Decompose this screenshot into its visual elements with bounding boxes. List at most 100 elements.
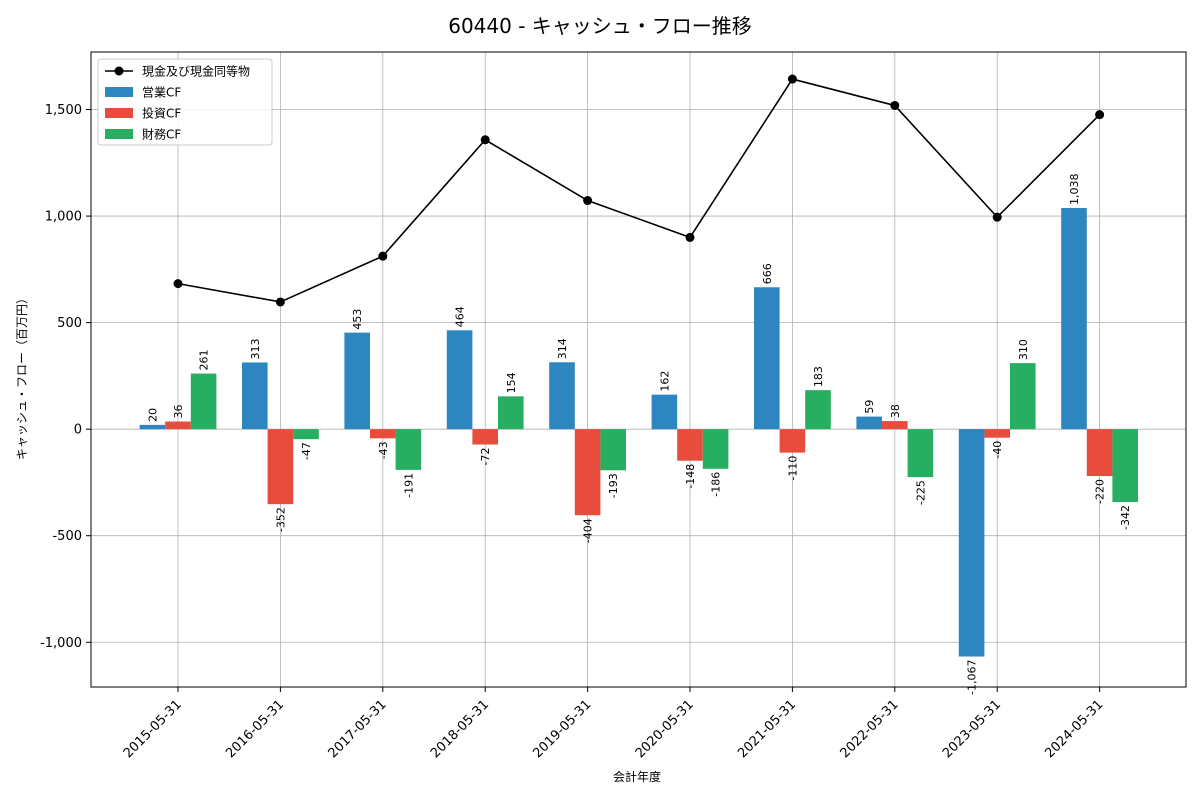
bar [882, 421, 908, 430]
bar-label: -40 [991, 441, 1004, 459]
y-tick-label: 1,000 [45, 210, 82, 225]
bar [370, 429, 396, 439]
bar-label: -220 [1094, 479, 1107, 504]
x-tick-label: 2018-05-31 [428, 697, 492, 761]
bar [293, 429, 319, 440]
cash-point [378, 251, 388, 261]
bar-labels-layer: 20 313 453 464 314 162 666 59 -1,067 1,038 36 -352 -… [146, 173, 1132, 695]
bar-label: 36 [172, 404, 185, 418]
x-axis-title: 会計年度 [613, 769, 661, 784]
legend-swatch [105, 87, 133, 97]
y-tick-label: -1,000 [40, 636, 82, 651]
bar [1061, 207, 1087, 430]
bar-label: -1,067 [966, 660, 979, 695]
legend-label: 投資CF [142, 106, 181, 121]
bar [395, 429, 422, 470]
bar-label: -72 [479, 448, 492, 466]
bar-label: 154 [505, 372, 518, 393]
y-tick-label: -500 [52, 529, 82, 544]
ticks-layer: -1,000 -500 0 500 1,000 1,500 2015-05-31 2016-0… [40, 103, 1106, 761]
cash-point [583, 196, 593, 206]
bar-label: -148 [684, 464, 697, 489]
cash-point [787, 74, 797, 84]
cash-point [173, 279, 183, 289]
legend-label: 現金及び現金同等物 [142, 64, 250, 79]
cash-point [480, 135, 490, 145]
legend-line-marker [114, 66, 124, 76]
bar-label: 314 [556, 338, 569, 359]
bar [574, 429, 601, 516]
x-tick-label: 2019-05-31 [530, 697, 594, 761]
bar [651, 394, 678, 430]
bars-layer [139, 207, 1138, 657]
bar-label: -110 [786, 456, 799, 481]
bar [754, 287, 780, 430]
bar [1112, 429, 1138, 503]
legend-swatch [105, 129, 133, 139]
bar [1086, 429, 1113, 477]
plot-frame [90, 51, 1187, 688]
bar [856, 416, 882, 430]
cash-line [177, 78, 1101, 303]
bar-label: -186 [710, 472, 723, 497]
bar [549, 362, 575, 430]
bar [958, 429, 985, 657]
bar-label: 38 [889, 404, 902, 418]
bar [702, 429, 729, 469]
bar [498, 396, 524, 430]
bar-label: -191 [402, 473, 415, 498]
bar [344, 332, 370, 430]
legend-label: 営業CF [142, 86, 181, 100]
x-tick-label: 2024-05-31 [1042, 697, 1106, 761]
x-tick-label: 2022-05-31 [838, 697, 902, 761]
cash-point [685, 232, 695, 242]
legend-label: 財務CF [142, 127, 181, 142]
bar-label: -193 [607, 473, 620, 498]
bar-label: 464 [454, 306, 467, 327]
chart-title: 60440 - キャッシュ・フロー推移 [448, 14, 752, 38]
bar [984, 429, 1010, 438]
bar-label: -352 [274, 507, 287, 532]
bar-label: -342 [1119, 505, 1132, 530]
x-tick-label: 2020-05-31 [633, 697, 697, 761]
bar [242, 362, 268, 430]
bar [677, 429, 703, 461]
x-tick-label: 2015-05-31 [121, 697, 185, 761]
bar [600, 429, 626, 471]
bar-label: 1,038 [1068, 173, 1081, 205]
cash-point [275, 297, 285, 307]
bar [805, 390, 831, 430]
bar-label: 310 [1017, 339, 1030, 360]
bar-label: 183 [812, 366, 825, 387]
bar [190, 373, 217, 430]
x-tick-label: 2017-05-31 [326, 697, 390, 761]
cash-point [890, 100, 900, 110]
bar [139, 424, 166, 430]
cash-point [1095, 110, 1105, 120]
bar-label: -225 [914, 480, 927, 505]
line-layer [173, 74, 1105, 307]
bar [446, 330, 473, 430]
bar-label: 20 [146, 408, 159, 422]
bar [779, 429, 806, 453]
bar-label: -47 [300, 442, 313, 460]
bar [907, 429, 934, 478]
y-tick-label: 0 [74, 423, 82, 438]
x-tick-label: 2021-05-31 [735, 697, 799, 761]
bar [267, 429, 294, 505]
y-axis-title: キャッシュ・フロー（百万円） [15, 292, 29, 460]
bar-label: -404 [582, 518, 595, 543]
bar-label: -43 [377, 441, 390, 459]
bar [1010, 363, 1036, 430]
bar-label: 162 [658, 371, 671, 392]
legend-swatch [105, 108, 133, 118]
cash-point [992, 212, 1002, 222]
x-tick-label: 2016-05-31 [223, 697, 287, 761]
y-tick-label: 1,500 [45, 103, 82, 118]
bar [165, 421, 191, 430]
x-tick-label: 2023-05-31 [940, 697, 1004, 761]
bar-label: 453 [351, 309, 364, 330]
